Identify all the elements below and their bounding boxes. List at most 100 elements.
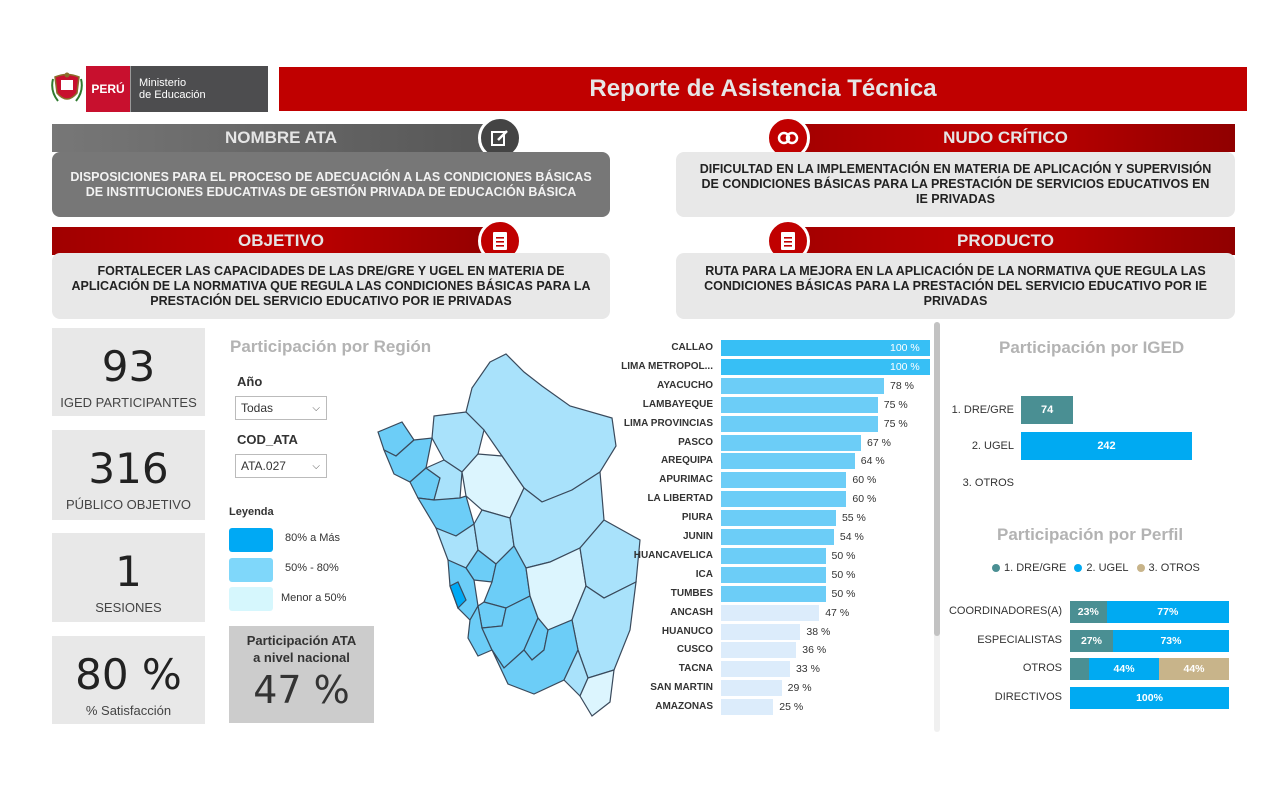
map-region-lima-metropolitana — [449, 581, 467, 610]
legend-swatch-low — [229, 587, 273, 611]
legend-swatch-high — [229, 528, 273, 552]
iged-chart-title: Participación por IGED — [999, 338, 1185, 357]
map-region-piura — [382, 437, 433, 483]
kpi-value: 93 — [101, 342, 156, 391]
chevron-down-icon: ⌵ — [312, 402, 320, 414]
region-bar[interactable] — [721, 415, 878, 432]
kpi-label: PÚBLICO OBJETIVO — [66, 497, 191, 512]
region-bar-label: AYACUCHO — [657, 379, 713, 391]
region-bar-value: 47 % — [825, 606, 850, 619]
region-bar[interactable] — [721, 453, 855, 470]
region-bar[interactable] — [721, 510, 836, 527]
kpi-publico-card: 316 PÚBLICO OBJETIVO — [52, 430, 205, 520]
perfil-bar-row[interactable]: 23% 77% — [1070, 601, 1229, 623]
kpi-value: 1 — [115, 547, 142, 596]
year-filter-label: Año — [237, 374, 263, 389]
region-bar-label: AREQUIPA — [660, 455, 713, 467]
map-legend-title: Leyenda — [229, 506, 274, 518]
nombre-ata-heading: NOMBRE ATA — [224, 128, 338, 147]
region-bar-value: 75 % — [883, 398, 908, 411]
region-bar[interactable] — [721, 529, 834, 545]
iged-bar[interactable]: 74 — [1021, 396, 1074, 424]
map-region-arequipa — [491, 619, 579, 695]
perfil-bar-label: COORDINADORES(A) — [948, 605, 1062, 617]
region-bar-label: JUNIN — [682, 531, 713, 542]
national-value: 47 % — [253, 668, 350, 712]
region-bar-label: LIMA METROPOL... — [621, 360, 713, 372]
ministry-line1: Ministerio — [139, 77, 187, 89]
region-bar-value: 50 % — [831, 587, 856, 600]
region-chart-scroll-thumb[interactable] — [934, 322, 940, 636]
region-bar[interactable] — [721, 680, 782, 697]
region-bar[interactable] — [721, 623, 801, 640]
region-bar[interactable] — [721, 396, 878, 413]
region-bar-label: HUANCAVELICA — [633, 549, 713, 561]
region-bar[interactable] — [721, 566, 826, 583]
perfil-bar-row[interactable]: 44% 44% — [1070, 658, 1229, 680]
ministry-name: Ministerio de Educación — [130, 66, 268, 112]
region-bar-value: 54 % — [839, 531, 864, 543]
perfil-bar-segment[interactable] — [1070, 658, 1090, 680]
national-title-line2: a nivel nacional — [253, 650, 350, 665]
region-bar[interactable] — [721, 547, 826, 564]
region-bar-value: 64 % — [860, 455, 885, 468]
perfil-bar-row[interactable]: 100% — [1070, 687, 1229, 709]
perfil-bar-segment[interactable]: 100% — [1070, 687, 1229, 709]
region-bar-value: 78 % — [890, 379, 914, 392]
region-bar-label: HUANUCO — [661, 625, 713, 637]
region-bar[interactable] — [721, 340, 930, 356]
region-bar-label: PASCO — [678, 436, 713, 448]
legend-dot-icon — [1136, 564, 1145, 572]
perfil-bar-label: ESPECIALISTAS — [977, 634, 1062, 646]
region-bar[interactable] — [721, 699, 774, 716]
region-bar[interactable] — [721, 604, 820, 621]
region-bar-value: 36 % — [802, 644, 827, 657]
region-bar[interactable] — [721, 472, 847, 489]
iged-bar[interactable]: 242 — [1021, 432, 1192, 460]
legend-label: 3. OTROS — [1148, 562, 1200, 574]
region-bar[interactable] — [721, 642, 797, 659]
ata-dropdown-value: ATA.027 — [241, 459, 286, 473]
nudo-critico-heading: NUDO CRÍTICO — [943, 128, 1068, 147]
perfil-bar-row[interactable]: 27% 73% — [1070, 630, 1229, 652]
producto-body: RUTA PARA LA MEJORA EN LA APLICACIÓN DE … — [676, 253, 1235, 319]
map-region-pasco — [465, 549, 497, 583]
objetivo-body: FORTALECER LAS CAPACIDADES DE LAS DRE/GR… — [52, 253, 610, 319]
peru-region-map[interactable] — [374, 350, 650, 722]
legend-item-otros: 3. OTROS — [1136, 562, 1200, 574]
producto-header: PRODUCTO — [776, 227, 1235, 255]
region-bar-value: 60 % — [852, 474, 877, 487]
legend-item-ugel: 2. UGEL — [1074, 562, 1129, 574]
perfil-bar-label: OTROS — [1022, 662, 1062, 674]
perfil-legend: 1. DRE/GRE 2. UGEL 3. OTROS — [992, 562, 1200, 574]
peru-label: PERÚ — [86, 66, 130, 112]
region-bar-label: LAMBAYEQUE — [642, 398, 713, 410]
perfil-bar-segment[interactable]: 44% — [1089, 658, 1160, 680]
perfil-bar-segment[interactable]: 73% — [1112, 630, 1229, 652]
ata-dropdown[interactable]: ATA.027 ⌵ — [235, 454, 327, 478]
perfil-bar-segment[interactable]: 23% — [1070, 601, 1107, 623]
legend-dot-icon — [992, 564, 1000, 572]
region-bar[interactable] — [721, 434, 862, 451]
perfil-bar-segment[interactable]: 27% — [1070, 630, 1113, 652]
region-bar[interactable] — [721, 491, 847, 508]
perfil-bar-segment[interactable]: 44% — [1159, 658, 1229, 680]
region-bar[interactable] — [721, 661, 790, 678]
kpi-label: SESIONES — [95, 600, 162, 615]
region-bar[interactable] — [721, 358, 930, 375]
region-bar[interactable] — [721, 585, 826, 602]
region-bar[interactable] — [721, 377, 885, 394]
region-bar-value: 100 % — [890, 360, 920, 373]
region-bar-value: 55 % — [841, 512, 866, 525]
producto-heading: PRODUCTO — [957, 231, 1054, 250]
perfil-bar-segment[interactable]: 77% — [1106, 601, 1229, 623]
year-dropdown[interactable]: Todas ⌵ — [235, 396, 327, 420]
legend-swatch-mid — [229, 558, 273, 582]
legend-label: 2. UGEL — [1086, 562, 1129, 574]
region-bar-value: 50 % — [831, 549, 856, 562]
legend-label-low: Menor a 50% — [281, 592, 347, 604]
region-bar-label: TUMBES — [670, 587, 713, 599]
kpi-value: 316 — [88, 444, 169, 493]
nudo-critico-body: DIFICULTAD EN LA IMPLEMENTACIÓN EN MATER… — [676, 152, 1235, 217]
region-bar-value: 29 % — [787, 682, 812, 695]
